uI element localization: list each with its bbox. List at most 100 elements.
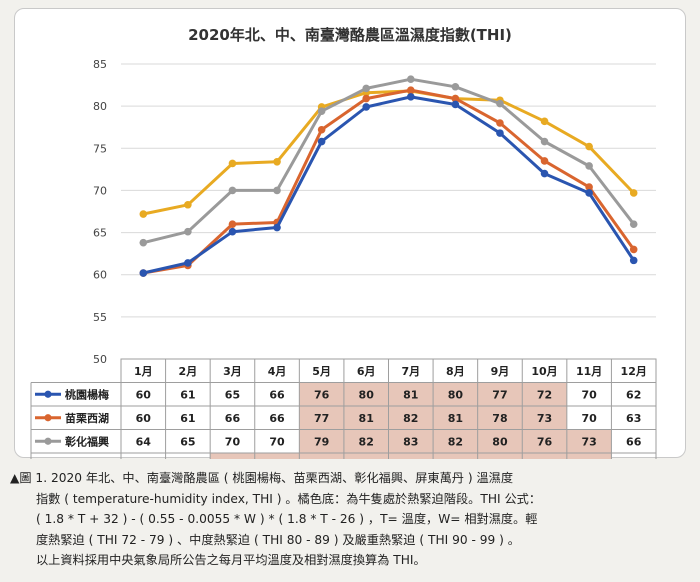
table-value: 83 — [403, 435, 418, 448]
table-value: 78 — [492, 412, 507, 425]
legend-label-1: 苗栗西湖 — [65, 411, 109, 425]
legend-marker-1 — [44, 414, 52, 422]
data-point-2 — [362, 84, 371, 93]
data-point-1 — [629, 245, 638, 254]
table-value: 61 — [180, 412, 195, 425]
data-point-2 — [496, 99, 504, 108]
x-category-label: 4月 — [268, 365, 287, 378]
table-value: 82 — [448, 435, 463, 448]
table-value: 62 — [626, 388, 641, 401]
data-point-1 — [317, 125, 326, 134]
heat-stress-cell — [299, 429, 344, 453]
table-value: 80 — [359, 388, 375, 401]
data-point-0 — [184, 259, 192, 267]
data-point-2 — [451, 82, 460, 91]
data-point-3 — [228, 159, 237, 168]
series-line-0 — [142, 95, 635, 275]
table-value: 81 — [359, 412, 374, 425]
y-tick-label-70: 70 — [93, 184, 107, 197]
heat-stress-cell — [522, 406, 567, 430]
chart-svg: 50 55 60 65 70 75 80 85 1月 2月 3月 4月 5月 6月 7月 8月 9月 10月 11月… — [30, 58, 657, 459]
x-category-label: 3月 — [223, 365, 242, 378]
heat-stress-cell — [477, 406, 523, 430]
table-value: 66 — [269, 388, 285, 401]
heat-stress-cell — [433, 406, 478, 430]
data-point-0 — [139, 269, 148, 277]
table-value: 76 — [314, 388, 330, 401]
series-line-1 — [143, 88, 635, 275]
y-tick-label-65: 65 — [93, 227, 107, 240]
heat-stress-cell — [566, 429, 612, 453]
table-value: 80 — [448, 388, 464, 401]
chart-card: 2020年北、中、南臺灣酪農區溫濕度指數(THI) 50 55 60 65 70 75 80… — [14, 8, 686, 459]
data-point-3 — [629, 189, 638, 197]
data-point-2 — [629, 220, 638, 228]
data-point-2 — [184, 227, 192, 236]
table-value: 77 — [314, 412, 329, 425]
data-point-2 — [139, 238, 148, 247]
heat-stress-cell — [343, 453, 389, 459]
table-value: 82 — [403, 412, 418, 425]
legend-marker-0 — [44, 390, 52, 398]
heat-stress-cell — [388, 406, 434, 430]
heat-stress-cell — [210, 453, 255, 459]
table-value: 79 — [314, 435, 329, 448]
x-category-label: 5月 — [312, 365, 331, 378]
data-point-0 — [406, 93, 415, 101]
table-value: 77 — [492, 388, 507, 401]
data-point-3 — [540, 117, 549, 126]
heat-stress-cell — [522, 429, 567, 453]
table-value: 63 — [626, 412, 641, 425]
y-tick-label-75: 75 — [93, 142, 107, 155]
x-category-label: 1月 — [134, 365, 153, 378]
data-point-3 — [273, 157, 281, 166]
data-point-1 — [496, 119, 504, 127]
table-value: 65 — [180, 435, 195, 448]
heat-stress-cell — [388, 429, 434, 453]
y-tick-label-85: 85 — [93, 58, 107, 71]
heat-stress-cell — [522, 382, 567, 406]
data-point-1 — [228, 220, 237, 228]
caption-line-3: ( 1.8 * T + 32 ) - ( 0.55 - 0.0055 * W )… — [36, 512, 538, 526]
data-point-1 — [585, 183, 593, 191]
heat-stress-cell — [299, 382, 344, 406]
heat-stress-cell — [254, 453, 300, 459]
heat-stress-cell — [477, 453, 523, 459]
data-point-2 — [406, 75, 415, 83]
table-value: 66 — [626, 435, 642, 448]
table-value: 61 — [180, 388, 195, 401]
x-category-label: 11月 — [576, 365, 602, 378]
data-point-0 — [585, 189, 593, 197]
legend-marker-2 — [44, 437, 52, 445]
caption-marker: ▲ — [10, 471, 20, 485]
heat-stress-cell — [343, 406, 389, 430]
table-value: 73 — [581, 435, 596, 448]
caption-line-5: 以上資料採用中央氣象局所公告之每月平均溫度及相對濕度換算為 THI。 — [36, 553, 426, 567]
data-point-0 — [540, 169, 549, 178]
table-value: 70 — [225, 435, 241, 448]
series-line-3 — [142, 89, 635, 216]
table-value: 66 — [225, 412, 241, 425]
heat-stress-cell — [477, 382, 523, 406]
x-category-label: 2月 — [179, 365, 198, 378]
data-point-1 — [406, 86, 415, 94]
data-point-2 — [585, 162, 593, 170]
legend-label-3: 屏東萬丹 — [65, 458, 109, 459]
series-line-2 — [142, 77, 635, 245]
table-value: 64 — [136, 435, 152, 448]
table-value: 65 — [225, 388, 240, 401]
table-value: 66 — [269, 412, 285, 425]
x-category-label: 10月 — [531, 365, 557, 378]
data-point-0 — [629, 256, 638, 265]
y-tick-label-80: 80 — [93, 100, 107, 113]
caption-line-1: ▲圖 1. 2020 年北、中、南臺灣酪農區 ( 桃園楊梅、苗栗西湖、彰化福興、… — [10, 468, 690, 489]
caption-line-2: 指數 ( temperature-humidity index, THI ) 。… — [36, 491, 542, 506]
heat-stress-cell — [522, 453, 567, 459]
legend-label-0: 桃園楊梅 — [65, 387, 109, 401]
heat-stress-cell — [477, 429, 523, 453]
y-tick-label-50: 50 — [93, 353, 107, 366]
data-point-2 — [228, 186, 237, 195]
table-value: 81 — [403, 388, 418, 401]
data-point-3 — [184, 200, 192, 209]
heat-stress-cell — [299, 406, 344, 430]
